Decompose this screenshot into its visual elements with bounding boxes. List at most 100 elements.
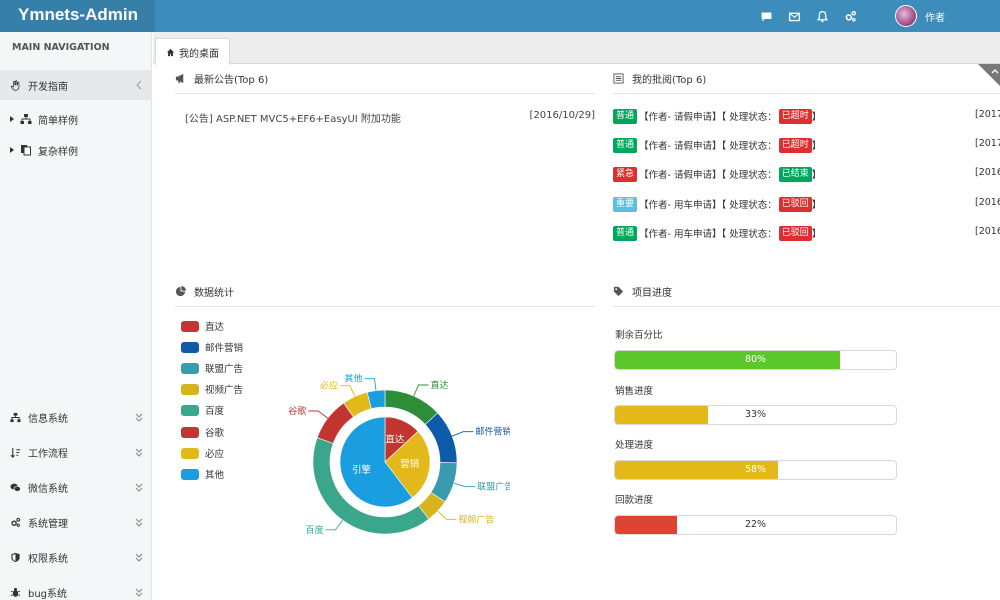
legend-label: 百度 bbox=[205, 406, 225, 417]
progress-bar: 58% bbox=[614, 460, 897, 480]
caret-right-icon bbox=[10, 147, 14, 153]
sidebar-item-wechat[interactable]: 微信系统 bbox=[0, 472, 152, 502]
panel-title-text: 我的批阅(Top 6) bbox=[632, 75, 707, 86]
legend-label: 其他 bbox=[205, 470, 225, 481]
inner-slice-2[interactable] bbox=[339, 416, 413, 508]
user-menu[interactable]: 作者 bbox=[895, 0, 945, 32]
legend-label: 直达 bbox=[205, 322, 225, 333]
cogs-icon[interactable] bbox=[836, 6, 864, 26]
sidebar-item-bug-system[interactable]: bug系统 bbox=[0, 577, 152, 600]
outer-leader-4 bbox=[325, 519, 343, 531]
panel-title-text: 项目进度 bbox=[632, 288, 672, 299]
legend-item[interactable]: 联盟广告 bbox=[181, 361, 243, 375]
sidebar: MAIN NAVIGATION 开发指南 简单样例 复杂样例 信息系统 工作流程 bbox=[0, 32, 152, 600]
legend-item[interactable]: 直达 bbox=[181, 319, 224, 333]
sidebar-subitem-simple[interactable]: 简单样例 bbox=[0, 104, 152, 134]
status-badge: 已超时 bbox=[778, 137, 812, 153]
home-icon bbox=[166, 48, 175, 56]
nav-heading: MAIN NAVIGATION bbox=[12, 42, 110, 53]
outer-slice-1[interactable] bbox=[424, 412, 458, 464]
header-icons bbox=[752, 0, 864, 32]
approval-text: 【作者- 请假申请】【 处理状态： bbox=[639, 112, 777, 123]
angle-double-down-icon bbox=[135, 588, 143, 597]
approval-text: 【作者- 用车申请】【 处理状态： bbox=[639, 200, 777, 211]
progress-text: 58% bbox=[744, 464, 767, 475]
legend-label: 联盟广告 bbox=[205, 364, 244, 375]
legend-swatch bbox=[181, 341, 199, 353]
sidebar-item-workflow[interactable]: 工作流程 bbox=[0, 437, 152, 467]
notice-item[interactable]: [公告] ASP.NET MVC5+EF6+EasyUI 附加功能 [2016/… bbox=[185, 110, 595, 125]
status-badge: 已超时 bbox=[778, 108, 812, 124]
approval-row[interactable]: 重要 【作者- 用车申请】【 处理状态： 已驳回 】 [2016- bbox=[613, 195, 1000, 213]
priority-badge: 普通 bbox=[613, 137, 638, 153]
bullhorn-icon bbox=[175, 73, 184, 84]
sidebar-item-label: bug系统 bbox=[28, 588, 68, 600]
sidebar-item-label: 微信系统 bbox=[28, 483, 68, 495]
collapse-corner-icon[interactable] bbox=[978, 64, 1000, 86]
approval-row[interactable]: 普通 【作者- 用车申请】【 处理状态： 已驳回 】 [2016- bbox=[613, 224, 1000, 242]
bug-icon bbox=[8, 585, 22, 599]
envelope-icon[interactable] bbox=[780, 6, 808, 26]
legend-item[interactable]: 百度 bbox=[181, 403, 224, 417]
legend-item[interactable]: 视频广告 bbox=[181, 382, 243, 396]
legend-item[interactable]: 邮件营销 bbox=[181, 340, 243, 354]
legend-swatch bbox=[181, 362, 199, 374]
outer-label-6: 必应 bbox=[320, 380, 338, 392]
progress-fill bbox=[615, 516, 677, 534]
sitemap-icon bbox=[8, 410, 22, 424]
sidebar-item-label: 工作流程 bbox=[28, 448, 68, 460]
comment-icon[interactable] bbox=[752, 6, 780, 26]
legend-swatch bbox=[181, 404, 199, 416]
sort-icon bbox=[8, 445, 22, 459]
angle-double-down-icon bbox=[135, 553, 143, 562]
sidebar-subitem-complex[interactable]: 复杂样例 bbox=[0, 135, 152, 165]
outer-label-2: 联盟广告 bbox=[477, 481, 510, 493]
outer-label-3: 视频广告 bbox=[458, 513, 494, 525]
approval-tail: 】 bbox=[811, 229, 822, 240]
legend-item[interactable]: 谷歌 bbox=[181, 425, 224, 439]
legend-label: 必应 bbox=[205, 449, 225, 460]
username[interactable]: 作者 bbox=[925, 12, 945, 24]
priority-badge: 紧急 bbox=[613, 166, 638, 182]
bell-icon[interactable] bbox=[808, 6, 836, 26]
progress-label: 销售进度 bbox=[615, 386, 654, 397]
stats-panel-title: 数据统计 bbox=[175, 277, 595, 307]
pie-chart-icon bbox=[175, 286, 186, 297]
sidebar-item-system-admin[interactable]: 系统管理 bbox=[0, 507, 152, 537]
sidebar-item-info-system[interactable]: 信息系统 bbox=[0, 402, 152, 432]
approval-row[interactable]: 普通 【作者- 请假申请】【 处理状态： 已超时 】 [2017- bbox=[613, 107, 1000, 125]
legend-swatch bbox=[181, 426, 199, 438]
avatar[interactable] bbox=[895, 5, 917, 27]
progress-label: 回款进度 bbox=[615, 495, 654, 506]
list-icon bbox=[613, 73, 624, 84]
outer-slice-7[interactable] bbox=[366, 389, 386, 410]
legend-item[interactable]: 其他 bbox=[181, 467, 224, 481]
outer-leader-5 bbox=[308, 410, 329, 419]
approval-text: 【作者- 请假申请】【 处理状态： bbox=[639, 170, 777, 181]
approval-row[interactable]: 紧急 【作者- 请假申请】【 处理状态： 已结束 】 [2016- bbox=[613, 165, 1000, 183]
approval-date: [2016- bbox=[975, 167, 1000, 178]
legend-item[interactable]: 必应 bbox=[181, 446, 224, 460]
progress-label: 剩余百分比 bbox=[615, 330, 663, 341]
sidebar-item-label: 权限系统 bbox=[28, 553, 68, 565]
panel-title-text: 数据统计 bbox=[194, 288, 234, 299]
top-header: Ymnets-Admin 作者 bbox=[0, 0, 1000, 32]
tab-label: 我的桌面 bbox=[179, 48, 219, 60]
inner-slice-1[interactable] bbox=[384, 430, 431, 499]
copy-icon bbox=[21, 145, 31, 156]
outer-label-7: 其他 bbox=[345, 373, 363, 385]
sidebar-item-dev-guide[interactable]: 开发指南 bbox=[0, 70, 152, 100]
tab-my-desktop[interactable]: 我的桌面 bbox=[155, 38, 230, 65]
tags-icon bbox=[613, 286, 624, 297]
sidebar-item-permission[interactable]: 权限系统 bbox=[0, 542, 152, 572]
notice-text[interactable]: [公告] ASP.NET MVC5+EF6+EasyUI 附加功能 bbox=[185, 114, 401, 125]
progress-text: 22% bbox=[744, 519, 767, 530]
approval-panel-title: 我的批阅(Top 6) bbox=[613, 64, 1000, 94]
tab-bar: 我的桌面 bbox=[153, 32, 1000, 65]
approval-row[interactable]: 普通 【作者- 请假申请】【 处理状态： 已超时 】 [2017- bbox=[613, 136, 1000, 154]
inner-label-0: 直达 bbox=[385, 433, 405, 445]
app-logo[interactable]: Ymnets-Admin bbox=[0, 0, 155, 32]
angle-double-down-icon bbox=[135, 413, 143, 422]
progress-text: 80% bbox=[744, 354, 767, 365]
